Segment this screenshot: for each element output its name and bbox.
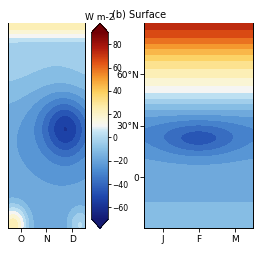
PathPatch shape — [92, 23, 108, 33]
Text: (b) Surface: (b) Surface — [112, 9, 166, 19]
Title: W m-2: W m-2 — [85, 13, 115, 22]
PathPatch shape — [92, 219, 108, 228]
